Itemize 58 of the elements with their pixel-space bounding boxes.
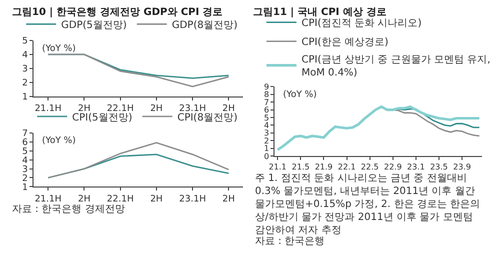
y-tick-label: 5 [22,146,28,157]
chart-title: 그림11 | 국내 CPI 예상 경로 [253,7,386,18]
y-tick-label: 3 [22,64,28,75]
legend-label: CPI(한은 예상경로) [301,37,389,48]
x-tick-label: 21.1H [34,104,62,114]
y-tick-label: 2 [22,78,28,89]
y-tick-label: 4 [22,50,28,61]
line-series [276,105,481,152]
x-tick-label: 2H [150,104,163,114]
x-tick-label: 21.1H [34,194,62,205]
x-tick-label: 2H [150,194,163,205]
x-tick-label: 21.5 [292,162,310,172]
text: 자료 : 한국은행 [255,236,325,247]
y-tick-label: 4 [264,120,270,130]
y-tick-label: 6 [264,106,270,115]
x-tick-label: 23.5 [430,162,448,172]
y-tick-label: 1 [264,144,270,154]
chart-title: 그림10 | 한국은행 경제전망 GDP와 CPI 경로 [12,7,223,18]
x-tick-label: 2H [78,104,90,114]
y-tick-label: 8 [264,90,270,100]
x-tick-label: 22.1 [338,162,356,172]
y-tick-label: 5 [264,113,270,122]
legend-label: CPI(5월전망) [72,112,132,124]
x-tick-label: 2H [222,194,235,205]
y-tick-label: 7 [22,129,28,140]
x-tick-label: 22.5 [360,162,379,172]
line-series [47,54,230,88]
y-tick-label: 4 [22,156,28,166]
x-tick-label: 22.9 [384,162,402,172]
x-tick-label: 23.9 [453,162,471,172]
legend-label: CPI(금년 상반기 중 근원물가 모멘텀 유지, MoM 0.4%) [301,54,490,79]
y-tick-label: 0 [264,152,270,161]
text: 자료 : 한국은행 경제전망 [12,204,125,215]
x-tick-label: 23.1 [407,162,425,172]
legend-label: GDP(8월전망) [172,20,238,32]
x-tick-label: 23.1H [179,194,206,205]
x-tick-label: 21.9 [314,162,333,172]
legend-label: GDP(5월전망) [61,20,127,32]
text: 주 1. 점진적 둔화 시나리오는 금년 중 전월대비 0.3% 물가모멘텀, 내년부터는 2011년 이후 월간 물가모멘텀+0.15%p 가정, 2. 한은 경로는 한은의 상/하반기 물가 전망과 2011년 이후 물가 모멘텀 감안하여 저자 추정 [255,173,480,236]
legend-label: CPI(점진적 둔화 시나리오) [301,18,422,30]
line-series [392,109,480,137]
y-tick-label: 1 [22,182,28,193]
y-tick-label: 2 [22,174,28,184]
y-axis-title: (YoY %) [42,44,76,54]
legend-label: CPI(8월전망) [177,112,238,124]
y-tick-label: 2 [264,136,270,146]
x-tick-label: 22.1H [106,194,134,205]
y-axis-title: (YoY %) [42,136,76,146]
y-tick-label: 9 [264,82,270,92]
x-tick-label: 21.1 [268,162,287,172]
x-tick-label: 2H [78,194,90,205]
y-axis-title: (YoY %) [283,90,317,100]
y-tick-label: 3 [22,164,28,175]
y-tick-label: 1 [22,92,28,102]
y-tick-label: 3 [264,128,270,138]
y-tick-label: 5 [22,36,28,47]
y-tick-label: 7 [264,98,270,107]
y-tick-label: 6 [22,138,28,148]
